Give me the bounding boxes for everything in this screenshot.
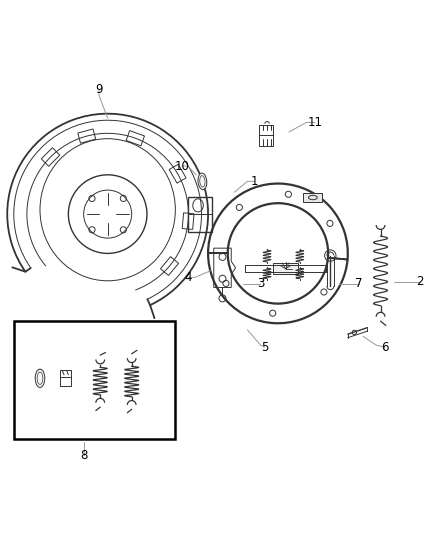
Text: 11: 11 [307, 116, 322, 129]
Text: 6: 6 [381, 341, 389, 354]
Bar [303, 193, 322, 202]
Text: 10: 10 [174, 159, 189, 173]
Text: 1: 1 [250, 175, 258, 188]
Text: 3: 3 [257, 278, 264, 290]
Bar [259, 125, 273, 146]
Bar [60, 369, 71, 386]
Text: 7: 7 [355, 278, 363, 290]
Text: 5: 5 [261, 341, 268, 354]
Ellipse shape [35, 369, 45, 387]
Text: 9: 9 [95, 83, 102, 96]
Bar [273, 263, 298, 274]
Bar [188, 197, 212, 231]
Ellipse shape [198, 173, 207, 190]
Text: 8: 8 [80, 449, 87, 462]
Text: 4: 4 [185, 271, 192, 284]
Bar [14, 321, 175, 439]
Text: 2: 2 [416, 275, 424, 288]
